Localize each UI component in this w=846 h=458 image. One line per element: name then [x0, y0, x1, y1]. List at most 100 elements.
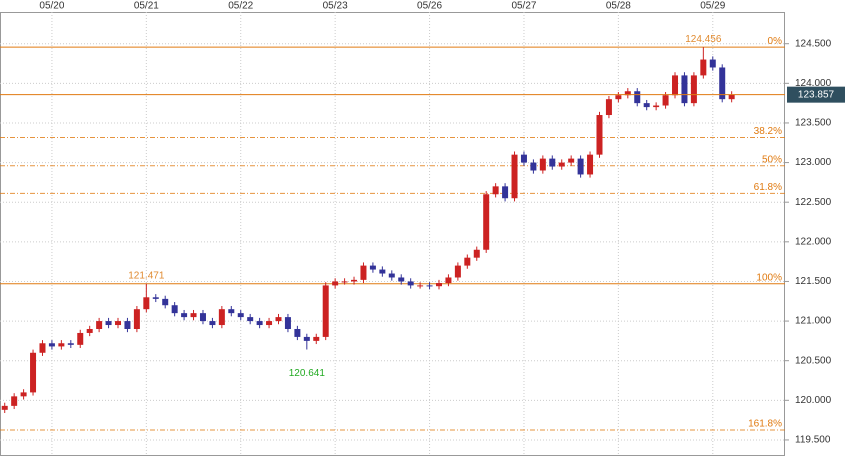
candle-body — [672, 75, 679, 96]
candle-body — [96, 321, 103, 329]
y-tick-label: 121.000 — [795, 316, 832, 327]
candle-body — [284, 317, 291, 329]
y-tick-label: 122.000 — [795, 236, 832, 247]
candle-body — [115, 321, 122, 326]
candle-body — [228, 309, 235, 314]
fib-label: 0% — [768, 36, 783, 47]
y-tick-label: 123.000 — [795, 157, 832, 168]
candle-body — [105, 321, 112, 326]
candle-body — [77, 332, 84, 345]
candle-body — [360, 265, 367, 280]
candle-body — [86, 328, 93, 333]
x-tick-label: 05/28 — [606, 1, 631, 12]
candle-body — [653, 105, 660, 108]
candle-body — [464, 257, 471, 266]
candle-body — [407, 281, 414, 286]
candle-body — [596, 115, 603, 155]
y-tick-label: 124.000 — [795, 78, 832, 89]
candle-body — [615, 95, 622, 100]
candle-body — [492, 186, 499, 195]
candle-body — [1, 405, 8, 410]
candle-body — [643, 103, 650, 108]
candle-body — [247, 317, 254, 322]
candle-body — [634, 91, 641, 104]
candle-body — [530, 162, 537, 171]
candle-body — [303, 336, 310, 341]
candle-body — [322, 285, 329, 337]
fib-label: 161.8% — [748, 419, 782, 430]
candle-body — [577, 158, 584, 175]
candle-body — [256, 321, 263, 326]
y-tick-label: 120.500 — [795, 355, 832, 366]
candle-body — [605, 99, 612, 116]
candle-body — [435, 283, 442, 287]
x-tick-label: 05/29 — [700, 1, 725, 12]
candle-body — [417, 285, 424, 287]
candle-body — [20, 392, 27, 397]
x-tick-label: 05/27 — [511, 1, 536, 12]
candle-body — [30, 352, 37, 393]
candle-body — [67, 343, 74, 345]
candle-body — [549, 158, 556, 167]
candle-body — [388, 273, 395, 278]
candle-body — [190, 313, 197, 318]
annotation: 121.471 — [128, 270, 165, 281]
candle-body — [11, 396, 18, 406]
y-tick-label: 123.500 — [795, 118, 832, 129]
candle-body — [690, 75, 697, 104]
candle-body — [313, 336, 320, 341]
x-tick-label: 05/26 — [417, 1, 442, 12]
candle-body — [58, 343, 65, 347]
candle-body — [473, 249, 480, 258]
candle-body — [275, 317, 282, 322]
candle-body — [587, 154, 594, 175]
plot-area — [0, 12, 785, 456]
candle-body — [454, 265, 461, 278]
candle-body — [662, 95, 669, 106]
x-tick-label: 05/23 — [323, 1, 348, 12]
candle-body — [369, 265, 376, 270]
candle-body — [209, 321, 216, 326]
candle-body — [511, 154, 518, 199]
candle-body — [39, 343, 46, 353]
annotation: 120.641 — [289, 368, 326, 379]
candle-body — [568, 158, 575, 163]
x-tick-label: 05/21 — [134, 1, 159, 12]
candle-body — [171, 305, 178, 314]
fib-label: 100% — [756, 272, 782, 283]
candle-body — [445, 277, 452, 284]
candle-body — [520, 154, 527, 163]
current-price-box — [787, 86, 845, 103]
candle-body — [266, 321, 273, 326]
candle-body — [143, 297, 150, 310]
candle-body — [332, 281, 339, 286]
candle-body — [539, 158, 546, 171]
candle-body — [728, 94, 735, 100]
candle-body — [133, 309, 140, 329]
y-tick-label: 120.000 — [795, 395, 832, 406]
x-tick-label: 05/20 — [39, 1, 64, 12]
candle-body — [124, 321, 131, 329]
candle-body — [152, 297, 159, 299]
candle-body — [162, 298, 169, 306]
candle-body — [218, 309, 225, 326]
annotation: 124.456 — [685, 34, 722, 45]
candle-body — [681, 75, 688, 104]
candle-body — [48, 343, 55, 347]
candle-body — [700, 59, 707, 76]
candle-body — [483, 194, 490, 250]
candle-body — [558, 162, 565, 167]
candle-body — [351, 279, 358, 282]
y-tick-label: 119.500 — [795, 435, 831, 446]
candle-body — [181, 313, 188, 318]
candle-body — [624, 91, 631, 96]
fib-label: 50% — [762, 154, 782, 165]
candle-body — [398, 277, 405, 282]
candle-body — [237, 313, 244, 318]
candle-body — [379, 269, 386, 274]
candle-body — [426, 285, 433, 287]
candle-body — [341, 281, 348, 283]
candle-body — [502, 186, 509, 199]
y-tick-label: 124.500 — [795, 38, 832, 49]
